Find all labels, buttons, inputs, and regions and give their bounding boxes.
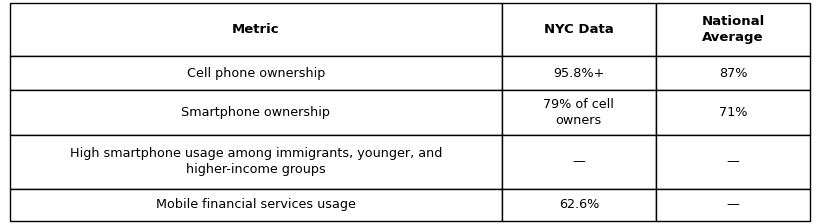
Text: —: — [726, 155, 739, 168]
Text: Mobile financial services usage: Mobile financial services usage [156, 198, 355, 211]
Text: 95.8%+: 95.8%+ [553, 67, 604, 80]
Bar [10, 3, 501, 56]
Text: —: — [726, 198, 739, 211]
Bar [10, 189, 501, 221]
Bar [10, 56, 501, 90]
Text: 87%: 87% [717, 67, 746, 80]
Text: Smartphone ownership: Smartphone ownership [181, 106, 330, 119]
Text: 71%: 71% [717, 106, 746, 119]
Text: National
Average: National Average [700, 15, 763, 44]
Bar [655, 135, 809, 189]
Bar [655, 3, 809, 56]
Bar [655, 189, 809, 221]
Bar [10, 135, 501, 189]
Bar [501, 3, 655, 56]
Text: —: — [572, 155, 585, 168]
Text: Cell phone ownership: Cell phone ownership [187, 67, 324, 80]
Text: High smartphone usage among immigrants, younger, and
higher-income groups: High smartphone usage among immigrants, … [70, 147, 441, 176]
Text: 79% of cell
owners: 79% of cell owners [543, 98, 613, 127]
Bar [655, 56, 809, 90]
Bar [501, 56, 655, 90]
Bar [10, 90, 501, 135]
Bar [501, 90, 655, 135]
Bar [501, 189, 655, 221]
Text: NYC Data: NYC Data [543, 23, 613, 36]
Text: 62.6%: 62.6% [558, 198, 599, 211]
Bar [655, 90, 809, 135]
Bar [501, 135, 655, 189]
Text: Metric: Metric [232, 23, 279, 36]
